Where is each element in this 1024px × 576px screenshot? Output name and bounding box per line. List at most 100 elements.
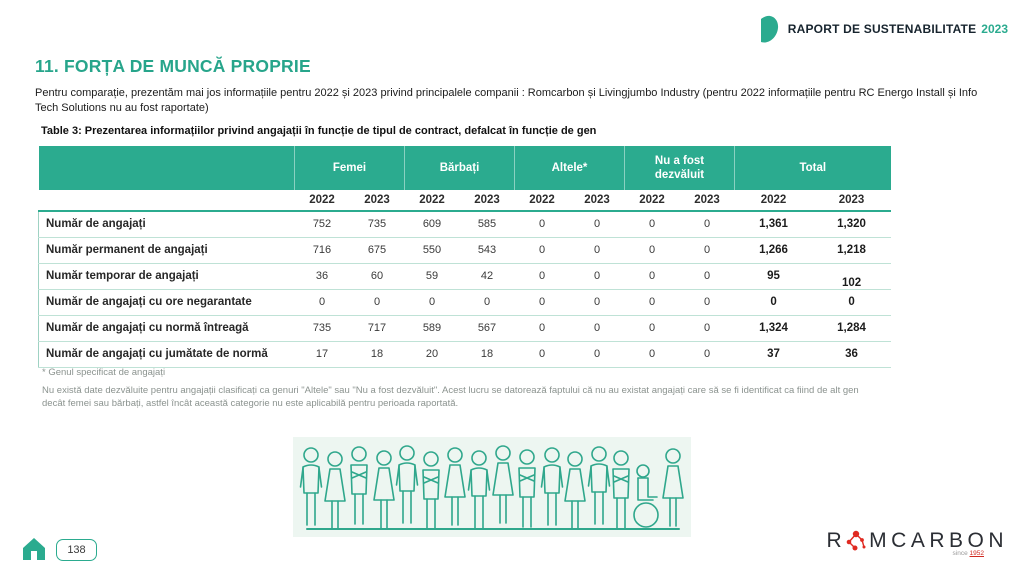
romcarbon-logo: R MCARBON since 1952 bbox=[826, 529, 1008, 557]
table-row: Număr permanent de angajați 716 675 550 543 0… bbox=[38, 237, 891, 264]
employees-contract-table: Femei Bărbați Altele* Nu a fost dezvăluit To… bbox=[38, 146, 891, 368]
table-cell: 0 bbox=[679, 237, 735, 264]
table-row: Număr de angajați 752 735 609 585 0 0 0 0 1,361 1,… bbox=[38, 211, 891, 238]
table-cell: 1,320 bbox=[812, 211, 891, 238]
table-cell: 102 bbox=[812, 263, 891, 290]
table-cell: 20 bbox=[404, 341, 460, 368]
year-header: 2022 bbox=[734, 190, 813, 212]
table-cell: 0 bbox=[514, 315, 570, 342]
year-header: 2023 bbox=[679, 190, 735, 212]
column-group-header: Femei bbox=[294, 146, 405, 190]
table-cell: 0 bbox=[679, 211, 735, 238]
table-cell: 589 bbox=[404, 315, 460, 342]
table-cell: 0 bbox=[569, 315, 625, 342]
footnote-gender: * Genul specificat de angajați bbox=[42, 367, 166, 378]
year-header: 2022 bbox=[294, 190, 350, 212]
table-cell: 0 bbox=[569, 263, 625, 290]
table-cell: 0 bbox=[349, 289, 405, 316]
table-cell: 0 bbox=[569, 237, 625, 264]
molecule-icon bbox=[846, 530, 866, 551]
table-cell: 1,284 bbox=[812, 315, 891, 342]
leaf-accent-icon bbox=[760, 15, 778, 43]
year-header: 2022 bbox=[404, 190, 460, 212]
year-row-spacer bbox=[38, 190, 295, 212]
table-group-row: Femei Bărbați Altele* Nu a fost dezvăluit To… bbox=[38, 146, 891, 190]
row-label: Număr permanent de angajați bbox=[38, 237, 295, 264]
table-cell: 543 bbox=[459, 237, 515, 264]
report-title: RAPORT DE SUSTENABILITATE bbox=[787, 21, 977, 36]
row-label: Număr de angajați cu normă întreagă bbox=[38, 315, 295, 342]
table-cell: 0 bbox=[679, 341, 735, 368]
logo-wordmark: R MCARBON bbox=[826, 529, 1008, 553]
table-cell: 18 bbox=[349, 341, 405, 368]
table-cell: 0 bbox=[624, 237, 680, 264]
table-cell: 0 bbox=[459, 289, 515, 316]
table-cell: 609 bbox=[404, 211, 460, 238]
year-header: 2022 bbox=[514, 190, 570, 212]
since-label: since bbox=[952, 550, 968, 557]
table-cell: 0 bbox=[679, 289, 735, 316]
table-cell: 1,324 bbox=[734, 315, 813, 342]
table-cell: 0 bbox=[569, 341, 625, 368]
column-group-header: Altele* bbox=[513, 146, 625, 190]
table-cell: 0 bbox=[624, 211, 680, 238]
report-header: RAPORT DE SUSTENABILITATE 2023 bbox=[760, 13, 1008, 44]
table-cell: 0 bbox=[514, 341, 570, 368]
home-button[interactable] bbox=[20, 536, 48, 562]
table-cell: 585 bbox=[459, 211, 515, 238]
table-cell: 675 bbox=[349, 237, 405, 264]
crowd-sketch-icon bbox=[299, 445, 684, 530]
table-cell: 0 bbox=[294, 289, 350, 316]
page-number-badge: 138 bbox=[56, 539, 97, 561]
intro-paragraph: Pentru comparație, prezentăm mai jos inf… bbox=[35, 87, 978, 115]
report-year: 2023 bbox=[981, 21, 1008, 36]
table-caption-text: Table 3: Prezentarea informațiilor privi… bbox=[41, 125, 577, 137]
home-icon bbox=[23, 538, 45, 560]
logo-since: since 1952 bbox=[826, 550, 1008, 557]
table-cell: 1,266 bbox=[734, 237, 813, 264]
table-cell: 36 bbox=[294, 263, 350, 290]
table-cell: 0 bbox=[624, 263, 680, 290]
table-year-row: 2022 2023 2022 2023 2022 2023 2022 2023 2022 2023 bbox=[38, 190, 891, 212]
column-group-header: Bărbați bbox=[404, 146, 515, 190]
table-cell: 0 bbox=[404, 289, 460, 316]
table-row: Număr de angajați cu jumătate de normă 17… bbox=[38, 341, 891, 368]
table-cell: 37 bbox=[734, 341, 813, 368]
table-cell: 717 bbox=[349, 315, 405, 342]
table-caption: Table 3: Prezentarea informațiilor privi… bbox=[41, 125, 596, 137]
table-cell: 1,218 bbox=[812, 237, 891, 264]
page-title: 11. FORȚA DE MUNCĂ PROPRIE bbox=[35, 56, 311, 76]
table-cell: 0 bbox=[624, 289, 680, 316]
table-cell: 0 bbox=[514, 263, 570, 290]
table-cell: 735 bbox=[294, 315, 350, 342]
table-row: Număr de angajați cu normă întreagă 735 71… bbox=[38, 315, 891, 342]
table-caption-bold-word: gen bbox=[576, 125, 597, 137]
logo-text-r: R bbox=[826, 529, 847, 552]
table-cell: 0 bbox=[514, 237, 570, 264]
table-cell: 0 bbox=[569, 289, 625, 316]
row-label: Număr de angajați bbox=[38, 211, 295, 238]
since-year: 1952 bbox=[969, 550, 984, 557]
table-cell: 0 bbox=[624, 315, 680, 342]
table-cell: 17 bbox=[294, 341, 350, 368]
table-cell: 0 bbox=[679, 263, 735, 290]
table-cell: 0 bbox=[734, 289, 813, 316]
table-cell: 0 bbox=[569, 211, 625, 238]
year-header: 2023 bbox=[349, 190, 405, 212]
table-cell: 60 bbox=[349, 263, 405, 290]
year-header: 2023 bbox=[459, 190, 515, 212]
column-group-header: Nu a fost dezvăluit bbox=[624, 146, 735, 190]
table-cell: 735 bbox=[349, 211, 405, 238]
year-header: 2023 bbox=[569, 190, 625, 212]
footnote-disclosure: Nu există date dezvăluite pentru angajaț… bbox=[42, 385, 859, 410]
table-cell: 567 bbox=[459, 315, 515, 342]
year-header: 2022 bbox=[624, 190, 680, 212]
table-cell: 59 bbox=[404, 263, 460, 290]
table-cell: 550 bbox=[404, 237, 460, 264]
table-cell: 752 bbox=[294, 211, 350, 238]
logo-text-mcarbon: MCARBON bbox=[869, 529, 1008, 552]
table-cell: 0 bbox=[514, 289, 570, 316]
crowd-illustration bbox=[293, 437, 691, 537]
page-number: 138 bbox=[67, 544, 86, 556]
table-cell: 42 bbox=[459, 263, 515, 290]
